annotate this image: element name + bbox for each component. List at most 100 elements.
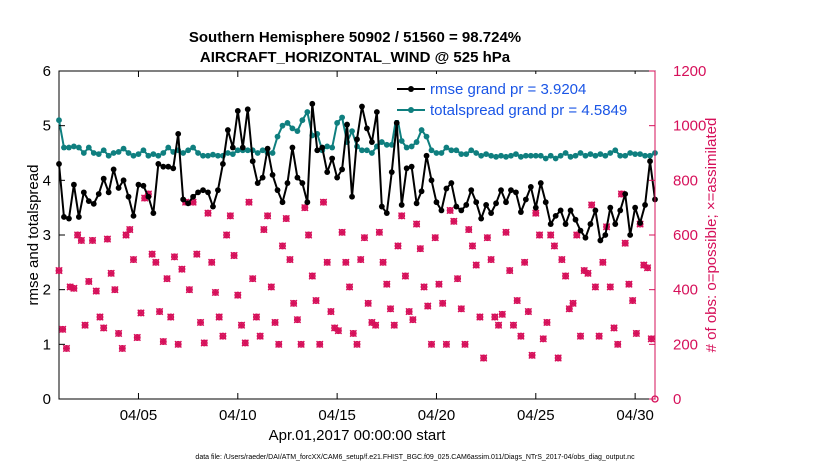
rmse-point (632, 204, 639, 211)
obs-assimilated-point (118, 344, 127, 353)
obs-assimilated-point (319, 198, 328, 206)
rmse-point (473, 199, 480, 206)
y-right-tick-label: 200 (673, 336, 698, 353)
obs-assimilated-point (375, 228, 384, 236)
obs-assimilated-point (85, 277, 93, 286)
totalspread-point (627, 150, 634, 156)
obs-assimilated-point (528, 351, 536, 359)
rmse-point (229, 144, 236, 151)
rmse-point (249, 158, 256, 165)
totalspread-point (205, 152, 211, 159)
rmse-point (383, 210, 390, 217)
obs-assimilated-point (468, 242, 477, 250)
obs-assimilated-point (364, 299, 372, 308)
x-tick-label: 04/15 (318, 407, 356, 424)
rmse-point (85, 198, 92, 205)
totalspread-point (299, 117, 306, 124)
rmse-point (215, 187, 221, 194)
rmse-point (453, 203, 460, 210)
obs-assimilated-point (81, 321, 89, 329)
totalspread-point (607, 150, 614, 156)
rmse-point (210, 203, 216, 210)
rmse-point (175, 130, 182, 137)
rmse-point (513, 189, 519, 196)
totalspread-point (383, 141, 390, 148)
obs-assimilated-point (271, 318, 279, 327)
rmse-point (165, 163, 172, 170)
rmse-point (478, 215, 485, 222)
rmse-point (269, 171, 276, 178)
totalspread-point (518, 153, 524, 160)
obs-assimilated-point (193, 250, 201, 258)
obs-assimilated-point (587, 201, 596, 209)
totalspread-point (617, 152, 624, 159)
obs-assimilated-point (506, 266, 514, 275)
y-tick-label: 0 (43, 391, 51, 408)
totalspread-point (398, 138, 405, 144)
rmse-point (66, 215, 72, 222)
rmse-point (314, 147, 321, 154)
obs-assimilated-point (304, 231, 313, 239)
totalspread-point (378, 139, 385, 145)
rmse-point (354, 136, 360, 143)
totalspread-point (185, 147, 192, 154)
rmse-point (185, 200, 192, 207)
obs-assimilated-point (338, 228, 346, 236)
rmse-point (224, 127, 231, 133)
obs-assimilated-point (252, 313, 261, 321)
obs-assimilated-point (155, 307, 164, 316)
rmse-point (612, 221, 619, 227)
rmse-point (408, 163, 415, 170)
obs-assimilated-point (487, 255, 495, 264)
obs-assimilated-point (237, 321, 246, 329)
rmse-point (438, 207, 445, 214)
obs-assimilated-point (621, 239, 629, 247)
y-right-tick-label: 1000 (673, 118, 706, 135)
totalspread-point (537, 152, 544, 159)
rmse-point (522, 196, 529, 203)
rmse-point (622, 191, 629, 197)
obs-assimilated-point (550, 242, 559, 250)
totalspread-point (388, 141, 395, 148)
rmse-point (100, 175, 107, 182)
obs-assimilated-point (103, 235, 112, 243)
obs-assimilated-point (416, 244, 425, 253)
totalspread-point (622, 152, 629, 159)
totalspread-point (210, 151, 216, 158)
rmse-point (398, 202, 405, 208)
obs-assimilated-point (513, 296, 521, 305)
totalspread-point (359, 147, 365, 154)
obs-assimilated-point (405, 307, 413, 316)
totalspread-point (349, 128, 355, 135)
x-tick-label: 04/10 (219, 407, 257, 424)
rmse-point (274, 187, 281, 194)
totalspread-point (324, 143, 331, 150)
totalspread-point (562, 150, 569, 156)
rmse-point (145, 193, 152, 200)
obs-assimilated-point (494, 321, 503, 329)
totalspread-point (513, 151, 519, 157)
rmse-point (637, 220, 643, 226)
obs-assimilated-point (129, 255, 138, 264)
rmse-point (105, 189, 112, 196)
obs-assimilated-point (297, 340, 305, 349)
totalspread-point (135, 151, 142, 157)
obs-assimilated-point (431, 234, 439, 242)
totalspread-point (224, 150, 231, 156)
rmse-point (289, 144, 296, 151)
totalspread-point (443, 144, 450, 151)
obs-assimilated-point (152, 258, 160, 267)
obs-assimilated-point (520, 258, 529, 267)
totalspread-point (289, 125, 296, 132)
totalspread-point (587, 151, 594, 157)
rmse-point (309, 100, 316, 107)
obs-assimilated-point (234, 291, 242, 299)
y-tick-label: 5 (43, 118, 51, 135)
obs-assimilated-point (312, 296, 320, 305)
obs-assimilated-point (420, 283, 428, 291)
obs-assimilated-point (479, 354, 488, 362)
obs-assimilated-point (565, 305, 574, 313)
rmse-point (160, 163, 167, 170)
totalspread-point (150, 151, 157, 157)
totalspread-point (244, 147, 251, 154)
